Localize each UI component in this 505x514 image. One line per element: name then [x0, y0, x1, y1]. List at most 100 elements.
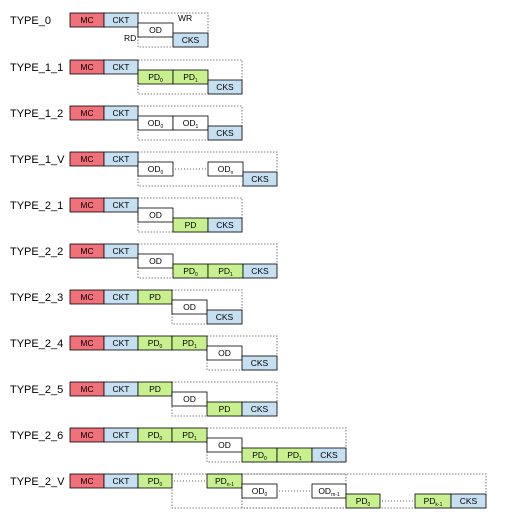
cell-label: OD0: [252, 486, 268, 498]
cell-label: OD: [149, 256, 162, 266]
cell-cks: CKS: [206, 309, 243, 325]
cell-box: [171, 391, 208, 407]
cell-box: [207, 79, 243, 95]
cell-box: [137, 253, 174, 269]
dashed-outline: [137, 151, 278, 187]
cell-label: OD: [149, 210, 162, 220]
cell-box: [171, 427, 208, 443]
cell-label: OD: [218, 348, 231, 358]
cell-mc: MC: [69, 105, 105, 121]
cell-od: OD0: [241, 483, 278, 499]
cell-label: MC: [80, 476, 93, 486]
cell-label: PD1: [218, 266, 233, 278]
cell-box: [241, 355, 278, 371]
cell-box: [450, 493, 487, 509]
cell-box: [137, 207, 174, 223]
cell-label: PD0: [148, 430, 163, 442]
cell-pd: PD0: [172, 263, 209, 279]
cell-box: [137, 473, 173, 489]
cell-box: [206, 473, 243, 489]
cell-label: PD: [219, 404, 231, 414]
cell-label: OD: [218, 440, 231, 450]
cell-label: CKS: [320, 450, 338, 460]
cell-cks: CKS: [207, 125, 243, 141]
cell-box: [103, 243, 139, 259]
cell-label: CKT: [113, 384, 130, 394]
frame-row-type_1_v: TYPE_1_V MC CKT OD0 ODn CKS: [10, 151, 278, 187]
cell-od: OD: [137, 253, 174, 269]
cell-label: MC: [80, 338, 93, 348]
cell-pd: PD0: [137, 335, 173, 351]
cell-label: OD: [149, 25, 162, 35]
cell-box: [103, 59, 139, 75]
row-label: TYPE_2_3: [10, 292, 63, 304]
cell-label: CKS: [251, 358, 269, 368]
cell-pd: PD1: [276, 447, 313, 463]
cell-label: ODm-1: [318, 486, 340, 498]
cell-label: CKS: [216, 128, 234, 138]
cell-label: CKT: [113, 338, 130, 348]
cell-pd: PD1: [171, 427, 208, 443]
cell-label: CKT: [113, 200, 130, 210]
cell-od: OD: [206, 437, 243, 453]
row-label: TYPE_1_V: [10, 154, 65, 166]
frame-row-type_1_2: TYPE_1_2 MC CKT OD0 OD1 CKS: [10, 105, 243, 141]
cell-box: [171, 299, 208, 315]
cell-label: PD1: [183, 72, 198, 84]
cell-label: OD0: [148, 118, 164, 130]
cell-cks: CKS: [241, 401, 278, 417]
cell-mc: MC: [69, 59, 105, 75]
cell-label: PD0: [252, 450, 267, 462]
cell-label: CKT: [113, 476, 130, 486]
row-label: TYPE_2_2: [10, 246, 63, 258]
cell-box: [311, 447, 347, 463]
cell-label: CKS: [216, 220, 234, 230]
cell-label: MC: [80, 62, 93, 72]
cell-od: OD: [171, 391, 208, 407]
cell-label: PD1: [182, 430, 197, 442]
cell-label: CKS: [251, 404, 269, 414]
frame-row-type_1_1: TYPE_1_1 MC CKT PD0 PD1 CKS: [10, 59, 243, 95]
cell-label: CKT: [113, 62, 130, 72]
cell-label: CKT: [113, 15, 130, 25]
cell-od: OD: [137, 207, 174, 223]
cell-box: [206, 437, 243, 453]
cell-mc: MC: [69, 335, 105, 351]
row-label: TYPE_2_1: [10, 200, 63, 212]
cell-label: PD0: [183, 266, 198, 278]
frame-row-type_0: TYPE_0 MC CKT OD CKS WR RD: [10, 12, 209, 48]
cell-label: OD: [183, 302, 196, 312]
frame-row-type_2_v: TYPE_2_V MC CKT PD0 PDn-1 OD0 ODm-1 PD0 PDk-1 CKS: [10, 473, 487, 509]
cell-label: CKS: [216, 82, 234, 92]
side-label-rd: RD: [124, 33, 136, 43]
cell-label: CKT: [113, 430, 130, 440]
cell-pd: PD: [137, 289, 173, 305]
cell-mc: MC: [69, 381, 105, 397]
cell-label: MC: [80, 430, 93, 440]
cell-pd: PD0: [137, 473, 173, 489]
cell-ckt: CKT: [103, 151, 139, 167]
cell-box: [241, 483, 278, 499]
cell-label: CKS: [251, 266, 269, 276]
cell-od: OD0: [137, 115, 174, 131]
cell-cks: CKS: [172, 32, 209, 48]
cell-pd: PD: [137, 381, 173, 397]
cell-od: OD1: [172, 115, 209, 131]
cell-box: [206, 309, 243, 325]
cell-ckt: CKT: [103, 335, 139, 351]
row-label: TYPE_1_1: [10, 62, 63, 74]
cell-box: [103, 197, 139, 213]
dashed-outline: [137, 243, 278, 279]
dashed-outline: [206, 427, 347, 463]
cell-label: PD1: [287, 450, 302, 462]
cell-box: [171, 335, 208, 351]
cell-cks: CKS: [207, 217, 243, 233]
cell-box: [137, 22, 174, 38]
cell-mc: MC: [69, 289, 105, 305]
cell-box: [103, 12, 139, 28]
cell-pd: PD0: [137, 427, 173, 443]
frame-row-type_2_4: TYPE_2_4 MC CKT PD0 PD1 OD CKS: [10, 335, 278, 371]
cell-label: PD: [149, 292, 161, 302]
cell-label: CKS: [251, 174, 269, 184]
